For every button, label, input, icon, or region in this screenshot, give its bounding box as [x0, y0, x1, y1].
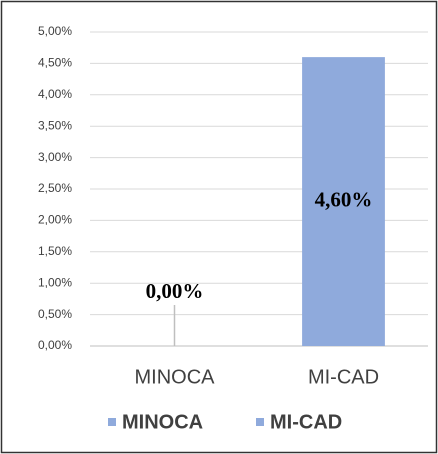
- y-tick-label: 4,50%: [38, 56, 72, 70]
- y-tick-label: 0,50%: [38, 307, 72, 321]
- value-label: 4,60%: [315, 187, 373, 211]
- legend-label: MINOCA: [122, 411, 203, 433]
- y-tick-label: 3,00%: [38, 150, 72, 164]
- y-tick-label: 2,50%: [38, 181, 72, 195]
- legend-swatch: [256, 418, 264, 426]
- y-tick-label: 1,00%: [38, 275, 72, 289]
- legend-label: MI-CAD: [270, 411, 342, 433]
- bar: [302, 57, 385, 347]
- x-tick-label: MINOCA: [135, 366, 216, 388]
- legend-swatch: [108, 418, 116, 426]
- x-tick-label: MI-CAD: [308, 366, 379, 388]
- y-tick-label: 1,50%: [38, 244, 72, 258]
- y-tick-label: 3,50%: [38, 118, 72, 132]
- y-tick-label: 2,00%: [38, 213, 72, 227]
- y-tick-label: 0,00%: [38, 338, 72, 352]
- y-tick-label: 5,00%: [38, 24, 72, 38]
- value-label: 0,00%: [146, 279, 204, 303]
- y-tick-label: 4,00%: [38, 87, 72, 101]
